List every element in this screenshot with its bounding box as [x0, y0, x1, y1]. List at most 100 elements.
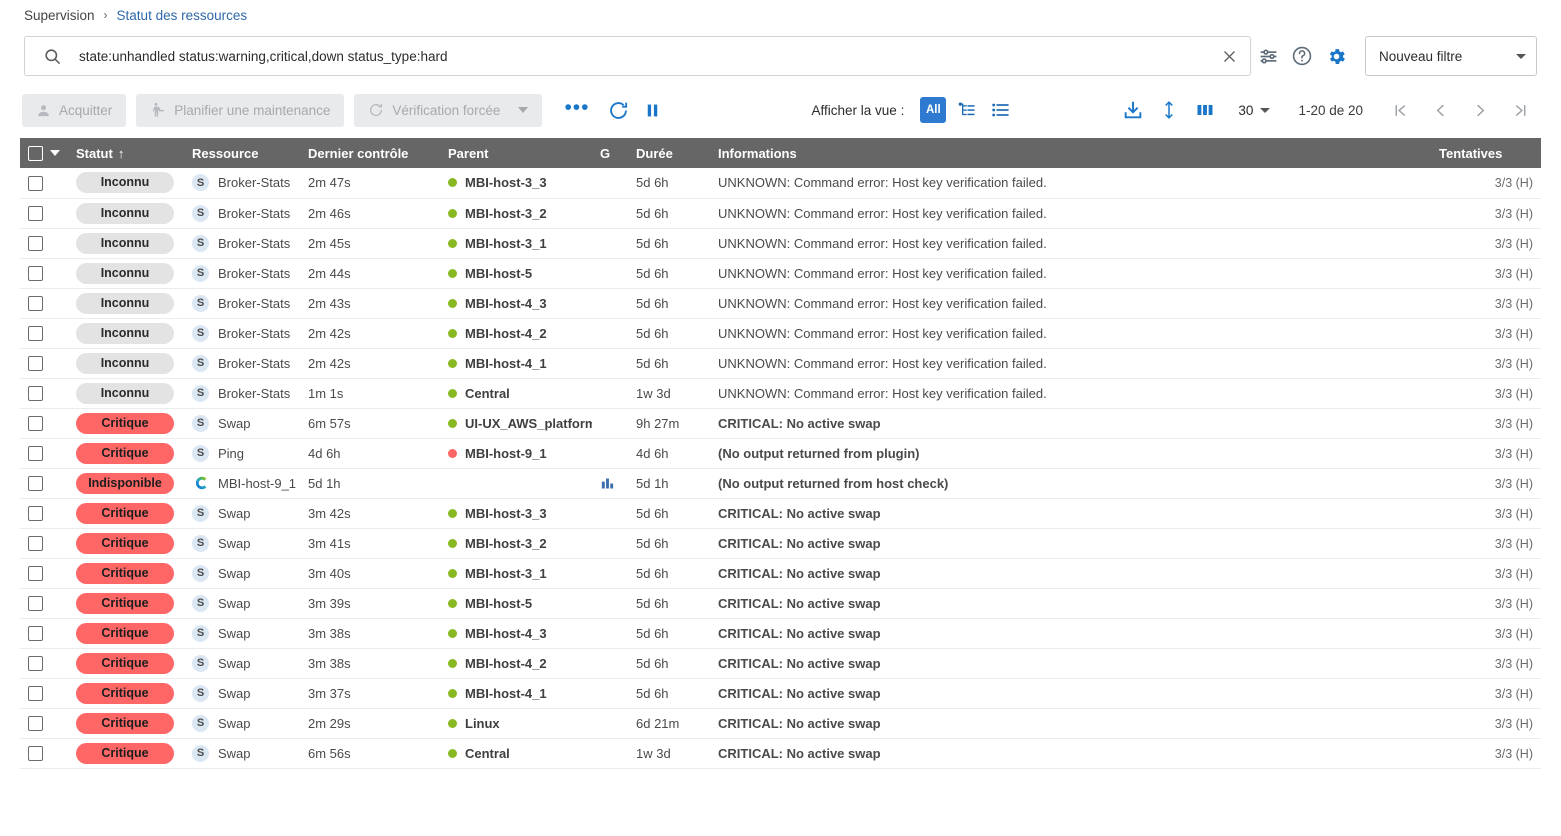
columns-icon[interactable]	[1188, 93, 1222, 127]
resource-name[interactable]: Swap	[218, 595, 251, 611]
table-row[interactable]: Inconnu S Broker-Stats 1m 1s Central 1w 3d UNK…	[20, 378, 1541, 409]
forced-check-button[interactable]: Vérification forcée	[354, 93, 543, 127]
clear-search-icon[interactable]	[1214, 41, 1244, 71]
row-checkbox[interactable]	[28, 296, 43, 312]
resource-name[interactable]: Broker-Stats	[218, 235, 291, 251]
row-checkbox[interactable]	[28, 236, 43, 252]
table-row[interactable]: Critique S Swap 3m 38s MBI-host-4_3 5d 6h CRIT…	[20, 618, 1541, 649]
header-information[interactable]: Informations	[710, 138, 1431, 168]
parent-name[interactable]: MBI-host-4_3	[465, 295, 547, 311]
export-icon[interactable]	[1116, 93, 1150, 127]
parent-name[interactable]: MBI-host-3_3	[465, 175, 547, 191]
status-badge[interactable]: Critique	[76, 532, 174, 554]
table-row[interactable]: Inconnu S Broker-Stats 2m 42s MBI-host-4_2 5d…	[20, 318, 1541, 349]
resource-name[interactable]: Broker-Stats	[218, 385, 291, 401]
breadcrumb-current[interactable]: Statut des ressources	[116, 7, 248, 23]
filter-select[interactable]: Nouveau filtre	[1365, 36, 1537, 76]
status-badge[interactable]: Critique	[76, 682, 174, 704]
status-badge[interactable]: Inconnu	[76, 172, 174, 194]
first-page-button[interactable]	[1381, 93, 1419, 127]
parent-name[interactable]: MBI-host-3_1	[465, 565, 547, 581]
row-checkbox[interactable]	[28, 716, 43, 732]
row-checkbox[interactable]	[28, 566, 43, 582]
table-row[interactable]: Critique S Swap 3m 41s MBI-host-3_2 5d 6h CRIT…	[20, 528, 1541, 559]
status-badge[interactable]: Inconnu	[76, 322, 174, 344]
status-badge[interactable]: Inconnu	[76, 382, 174, 404]
resource-name[interactable]: Broker-Stats	[218, 265, 291, 281]
status-badge[interactable]: Critique	[76, 412, 174, 434]
row-height-icon[interactable]	[1152, 93, 1186, 127]
parent-name[interactable]: MBI-host-3_3	[465, 505, 547, 521]
table-row[interactable]: Critique S Ping 4d 6h MBI-host-9_1 4d 6h (No o…	[20, 438, 1541, 469]
tree-view-icon[interactable]	[954, 97, 980, 123]
resource-name[interactable]: Swap	[218, 745, 251, 761]
resource-name[interactable]: MBI-host-9_1	[218, 475, 297, 491]
header-graph[interactable]: G	[592, 138, 628, 168]
header-parent[interactable]: Parent	[440, 138, 592, 168]
row-checkbox[interactable]	[28, 596, 43, 612]
resource-name[interactable]: Broker-Stats	[218, 295, 291, 311]
row-checkbox[interactable]	[28, 206, 43, 222]
parent-name[interactable]: MBI-host-3_1	[465, 235, 547, 251]
resource-name[interactable]: Swap	[218, 655, 251, 671]
select-all-checkbox[interactable]	[28, 145, 43, 161]
last-page-button[interactable]	[1501, 93, 1539, 127]
prev-page-button[interactable]	[1421, 93, 1459, 127]
more-actions-button[interactable]: •••	[564, 95, 590, 119]
header-resource[interactable]: Ressource	[184, 138, 300, 168]
status-badge[interactable]: Critique	[76, 712, 174, 734]
refresh-icon[interactable]	[602, 93, 636, 127]
resource-name[interactable]: Swap	[218, 715, 251, 731]
table-row[interactable]: Inconnu S Broker-Stats 2m 46s MBI-host-3_2 5d…	[20, 198, 1541, 229]
header-duration[interactable]: Durée	[628, 138, 710, 168]
header-tries[interactable]: Tentatives	[1431, 138, 1541, 168]
row-checkbox[interactable]	[28, 476, 43, 492]
parent-name[interactable]: MBI-host-4_2	[465, 325, 547, 341]
status-badge[interactable]: Critique	[76, 742, 174, 764]
row-checkbox[interactable]	[28, 656, 43, 672]
row-checkbox[interactable]	[28, 686, 43, 702]
search-input[interactable]	[65, 47, 1214, 65]
resource-name[interactable]: Broker-Stats	[218, 325, 291, 341]
status-badge[interactable]: Inconnu	[76, 292, 174, 314]
search-box[interactable]	[24, 36, 1251, 76]
next-page-button[interactable]	[1461, 93, 1499, 127]
gear-icon[interactable]	[1319, 36, 1353, 76]
row-checkbox[interactable]	[28, 326, 43, 342]
row-checkbox[interactable]	[28, 416, 43, 432]
table-row[interactable]: Critique S Swap 2m 29s Linux 6d 21m CRITICAL: …	[20, 708, 1541, 739]
resource-name[interactable]: Swap	[218, 565, 251, 581]
acknowledge-button[interactable]: Acquitter	[22, 93, 127, 127]
filter-settings-icon[interactable]	[1251, 36, 1285, 76]
parent-name[interactable]: MBI-host-4_1	[465, 685, 547, 701]
table-row[interactable]: Indisponible MBI-host-9_1 5d 1h 5d 1h (No ou…	[20, 468, 1541, 499]
parent-name[interactable]: MBI-host-3_2	[465, 205, 547, 221]
header-last-check[interactable]: Dernier contrôle	[300, 138, 440, 168]
row-checkbox[interactable]	[28, 446, 43, 462]
parent-name[interactable]: MBI-host-5	[465, 595, 533, 611]
table-row[interactable]: Critique S Swap 3m 39s MBI-host-5 5d 6h CRITIC…	[20, 588, 1541, 619]
parent-name[interactable]: Central	[465, 385, 510, 401]
row-checkbox[interactable]	[28, 506, 43, 522]
row-checkbox[interactable]	[28, 386, 43, 402]
table-row[interactable]: Inconnu S Broker-Stats 2m 45s MBI-host-3_1 5d…	[20, 228, 1541, 259]
row-checkbox[interactable]	[28, 626, 43, 642]
status-badge[interactable]: Critique	[76, 562, 174, 584]
header-status[interactable]: Statut ↑	[68, 138, 184, 168]
view-all-button[interactable]: All	[920, 97, 947, 123]
row-checkbox[interactable]	[28, 356, 43, 372]
resource-name[interactable]: Ping	[218, 445, 245, 461]
table-row[interactable]: Inconnu S Broker-Stats 2m 43s MBI-host-4_3 5d…	[20, 288, 1541, 319]
help-icon[interactable]	[1285, 36, 1319, 76]
breadcrumb-root[interactable]: Supervision	[24, 7, 95, 23]
table-row[interactable]: Critique S Swap 6m 57s UI-UX_AWS_platform 9h …	[20, 408, 1541, 439]
table-row[interactable]: Inconnu S Broker-Stats 2m 47s MBI-host-3_3 5d…	[20, 168, 1541, 199]
resource-name[interactable]: Swap	[218, 535, 251, 551]
parent-name[interactable]: Linux	[465, 715, 500, 731]
resource-name[interactable]: Broker-Stats	[218, 175, 291, 191]
status-badge[interactable]: Critique	[76, 592, 174, 614]
parent-name[interactable]: MBI-host-9_1	[465, 445, 547, 461]
parent-name[interactable]: MBI-host-3_2	[465, 535, 547, 551]
resource-name[interactable]: Swap	[218, 685, 251, 701]
row-checkbox[interactable]	[28, 266, 43, 282]
